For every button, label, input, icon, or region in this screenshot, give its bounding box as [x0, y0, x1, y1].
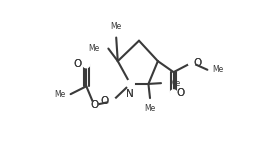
- Text: O: O: [90, 100, 98, 110]
- Text: O: O: [193, 58, 202, 68]
- Text: Me: Me: [88, 44, 100, 53]
- Circle shape: [109, 98, 116, 105]
- Circle shape: [188, 59, 195, 66]
- Circle shape: [170, 90, 177, 97]
- Text: O: O: [100, 96, 108, 106]
- Text: O: O: [177, 88, 185, 98]
- Text: Me: Me: [111, 22, 122, 31]
- Text: N: N: [126, 89, 134, 99]
- Text: O: O: [73, 59, 82, 69]
- Circle shape: [126, 80, 134, 88]
- Text: Me: Me: [212, 65, 223, 74]
- Text: O: O: [177, 88, 185, 98]
- Text: Me: Me: [169, 79, 180, 88]
- Text: Me: Me: [55, 90, 66, 99]
- Circle shape: [83, 61, 90, 68]
- Text: O: O: [73, 59, 82, 69]
- Text: O: O: [100, 96, 108, 106]
- Text: N: N: [126, 89, 134, 99]
- Text: O: O: [90, 100, 98, 110]
- Circle shape: [91, 102, 98, 109]
- Text: Me: Me: [144, 104, 156, 113]
- Text: O: O: [193, 58, 202, 68]
